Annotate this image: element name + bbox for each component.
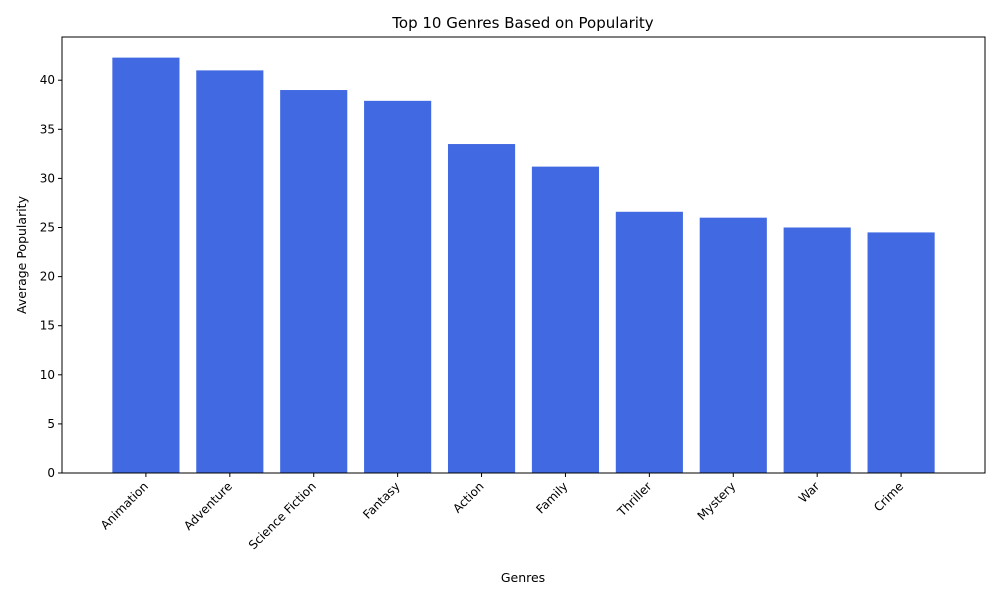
x-tick-label: Family [533,479,570,516]
x-tick-label: Crime [871,479,906,514]
bar-animation [112,57,180,474]
x-tick-label: Action [450,479,486,515]
x-tick-label: Animation [98,479,151,532]
bar-crime [867,232,935,473]
y-tick-label: 20 [40,270,55,284]
bar-family [531,166,600,473]
y-tick-label: 15 [40,319,55,333]
plot-frame [61,36,986,474]
y-axis-ticks: 0 5 10 15 20 25 30 35 40 [40,73,62,480]
x-tick-label: Science Fiction [246,479,319,552]
bar-mystery [699,217,767,473]
x-axis-label: Genres [501,570,545,585]
x-tick-label: Adventure [181,479,235,533]
y-tick-label: 0 [47,466,55,480]
y-tick-label: 25 [40,221,55,235]
x-tick-label: Fantasy [360,479,403,522]
y-tick-label: 5 [47,417,55,431]
bars-layer [112,57,935,474]
bar-fantasy [364,100,432,473]
chart-title: Top 10 Genres Based on Popularity [391,14,654,32]
bar-war [783,227,851,473]
x-tick-label: War [796,479,822,505]
x-tick-label: Mystery [695,479,739,523]
y-tick-label: 10 [40,368,55,382]
y-tick-label: 35 [40,122,55,136]
bar-adventure [196,70,264,473]
bar-thriller [615,211,683,474]
y-tick-label: 30 [40,171,55,185]
bar-science-fiction [280,90,348,473]
x-axis-ticks: Animation Adventure Science Fiction Fantasy… [98,473,906,552]
y-tick-label: 40 [40,73,55,87]
bar-action [447,144,516,474]
x-tick-label: Thriller [614,479,654,519]
y-axis-label: Average Popularity [14,195,29,314]
